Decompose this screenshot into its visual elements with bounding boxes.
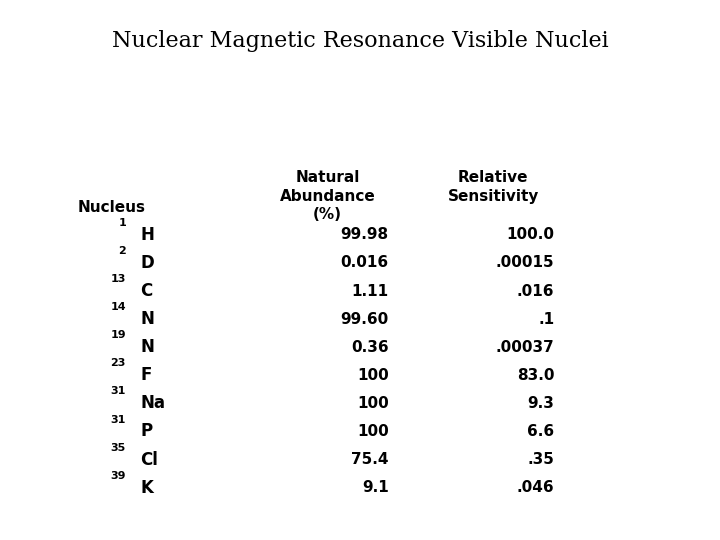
Text: 23: 23 [111, 359, 126, 368]
Text: Nucleus: Nucleus [78, 200, 145, 215]
Text: Na: Na [140, 394, 166, 413]
Text: Relative
Sensitivity: Relative Sensitivity [448, 170, 539, 204]
Text: 14: 14 [110, 302, 126, 312]
Text: .35: .35 [528, 452, 554, 467]
Text: 83.0: 83.0 [517, 368, 554, 383]
Text: .046: .046 [517, 480, 554, 495]
Text: D: D [140, 254, 154, 272]
Text: 100: 100 [357, 424, 389, 439]
Text: K: K [140, 478, 153, 497]
Text: P: P [140, 422, 153, 441]
Text: 9.1: 9.1 [362, 480, 389, 495]
Text: 0.016: 0.016 [341, 255, 389, 271]
Text: 1.11: 1.11 [351, 284, 389, 299]
Text: 100: 100 [357, 396, 389, 411]
Text: N: N [140, 310, 154, 328]
Text: .00037: .00037 [495, 340, 554, 355]
Text: Nuclear Magnetic Resonance Visible Nuclei: Nuclear Magnetic Resonance Visible Nucle… [112, 30, 608, 52]
Text: 0.36: 0.36 [351, 340, 389, 355]
Text: 6.6: 6.6 [527, 424, 554, 439]
Text: F: F [140, 366, 152, 384]
Text: 1: 1 [118, 218, 126, 228]
Text: Cl: Cl [140, 450, 158, 469]
Text: 75.4: 75.4 [351, 452, 389, 467]
Text: 19: 19 [110, 330, 126, 340]
Text: 2: 2 [118, 246, 126, 256]
Text: 31: 31 [111, 387, 126, 396]
Text: 99.98: 99.98 [341, 227, 389, 242]
Text: 35: 35 [111, 443, 126, 453]
Text: C: C [140, 282, 153, 300]
Text: Natural
Abundance
(%): Natural Abundance (%) [280, 170, 375, 222]
Text: 100: 100 [357, 368, 389, 383]
Text: 31: 31 [111, 415, 126, 424]
Text: 100.0: 100.0 [506, 227, 554, 242]
Text: N: N [140, 338, 154, 356]
Text: H: H [140, 226, 154, 244]
Text: .1: .1 [539, 312, 554, 327]
Text: 13: 13 [111, 274, 126, 284]
Text: .016: .016 [517, 284, 554, 299]
Text: 99.60: 99.60 [341, 312, 389, 327]
Text: .00015: .00015 [496, 255, 554, 271]
Text: 39: 39 [110, 471, 126, 481]
Text: 9.3: 9.3 [528, 396, 554, 411]
